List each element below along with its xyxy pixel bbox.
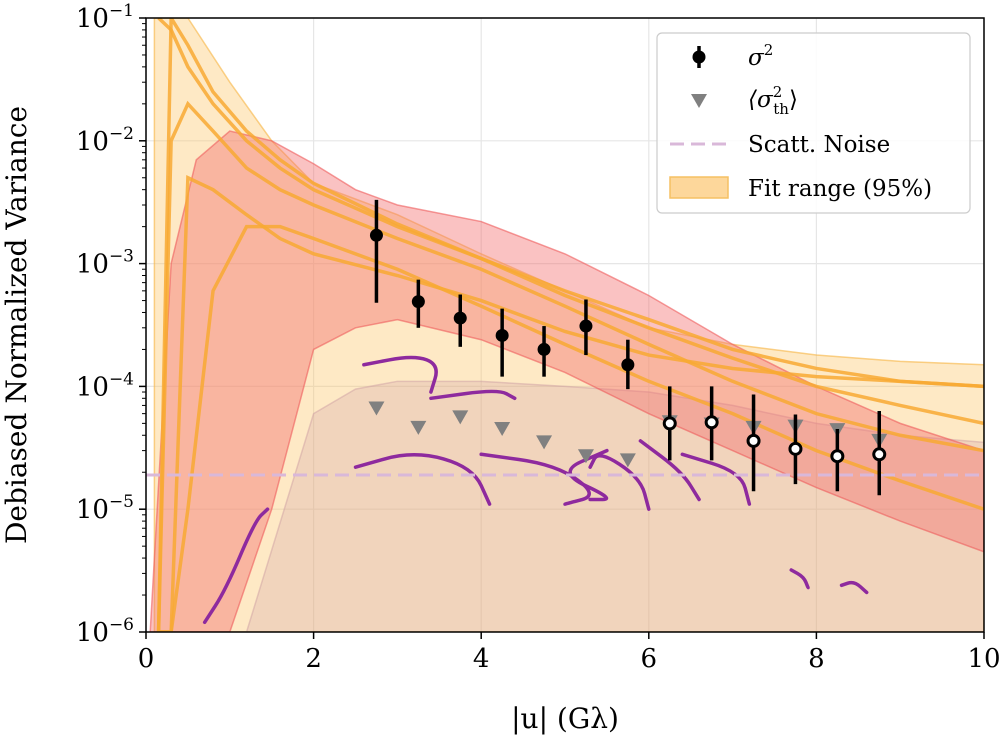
data-point [872,447,887,462]
legend-fit-swatch [669,176,729,199]
data-point [746,433,761,448]
purple-arc [789,568,810,590]
purple-arc [839,580,869,595]
purple-arc [588,454,651,511]
legend-box [656,32,971,214]
theory-triangle [494,421,511,436]
theory-triangle [452,410,469,425]
legend-sigma2-label: σ2 [748,41,773,71]
theory-triangle [410,420,427,435]
y-tick-label: 10−4 [76,369,134,402]
x-tick-label: 8 [808,644,825,674]
x-axis-label: |u| (Gλ) [511,702,619,735]
purple-arc [202,507,270,625]
theory-triangle [619,453,636,468]
legend-theory-label: ⟨σ2 th⟩ [748,83,798,118]
purple-arc [353,452,492,506]
fit-curve [156,18,984,632]
purple-arc [429,389,517,401]
fit-range-band [153,18,984,632]
data-point [495,328,509,342]
y-axis-label: Debiased Normalized Variance [0,106,33,544]
x-tick-label: 6 [641,644,658,674]
x-tick-label: 4 [473,644,490,674]
lines-layer [146,18,984,632]
data-point [704,415,719,430]
purple-arc [362,355,438,394]
data-point [537,342,551,356]
data-point [579,319,593,333]
data-point [411,295,425,309]
theory-triangle [368,401,385,416]
data-point [621,358,635,372]
fit-curve [158,175,984,632]
legend-triangle-swatch [691,94,707,108]
y-tick-label: 10−6 [76,615,134,648]
theory-band [196,380,984,632]
x-tick-label: 0 [138,644,155,674]
legend-dot-swatch [692,50,706,64]
data-point [830,449,845,464]
legend: σ2 ⟨σ2 th⟩ Scatt. Noise Fit range (95%) [656,32,971,214]
data-point [662,416,677,431]
y-tick-label: 10−3 [76,247,134,280]
data-point [453,311,467,325]
fit-curve [158,224,984,632]
x-tick-label: 2 [305,644,322,674]
theory-triangle [536,435,553,450]
fit-curve [156,100,984,632]
x-tick-label: 10 [967,644,1000,674]
legend-noise-label: Scatt. Noise [748,132,890,158]
y-tick-label: 10−1 [76,1,134,34]
legend-fit-label: Fit range (95%) [748,176,932,202]
data-point [788,441,803,456]
y-tick-label: 10−5 [76,492,134,525]
purple-arc [568,448,609,502]
data-point [369,228,383,242]
purple-arc [638,439,701,502]
axes: 0 2 4 6 8 10 10−6 10−5 10−4 10−3 10−2 10−1 [76,1,1000,674]
theory-triangle [577,449,594,464]
points-layer [368,199,888,496]
fit-curve [157,18,984,389]
plot-frame [145,17,985,633]
y-tick-label: 10−2 [76,124,134,157]
